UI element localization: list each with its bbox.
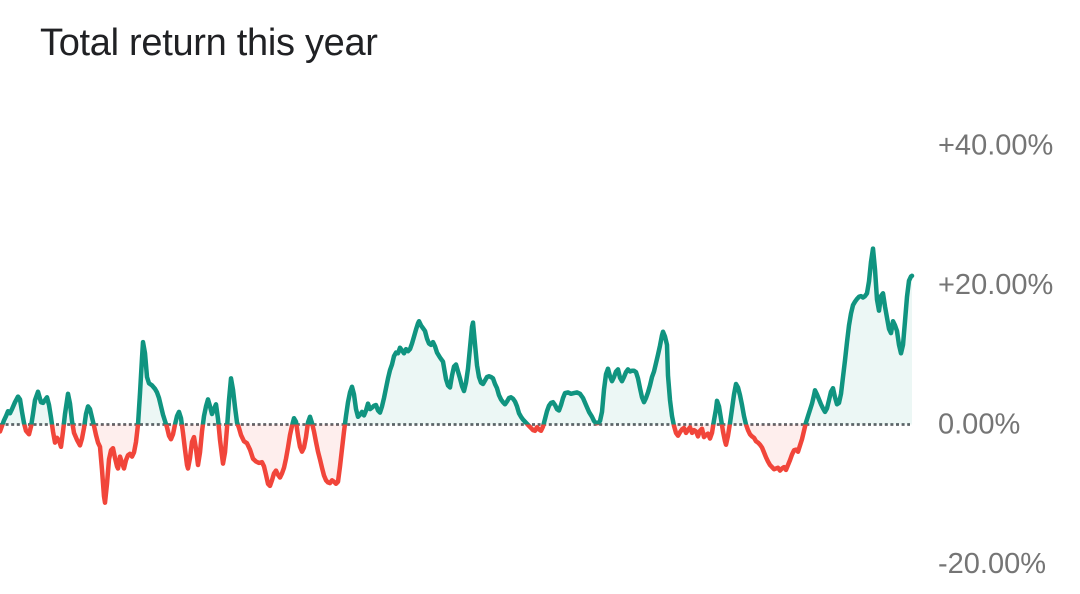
negative-line-path [0, 424, 808, 505]
y-axis-labels: +40.00% +20.00% 0.00% -20.00% [938, 129, 1053, 580]
positive-line-path [0, 246, 915, 425]
y-axis-label: 0.00% [938, 409, 1020, 441]
y-axis-label: +20.00% [938, 269, 1053, 301]
y-axis-label: -20.00% [938, 548, 1046, 580]
y-axis-label: +40.00% [938, 129, 1053, 161]
chart-title: Total return this year [40, 22, 378, 64]
